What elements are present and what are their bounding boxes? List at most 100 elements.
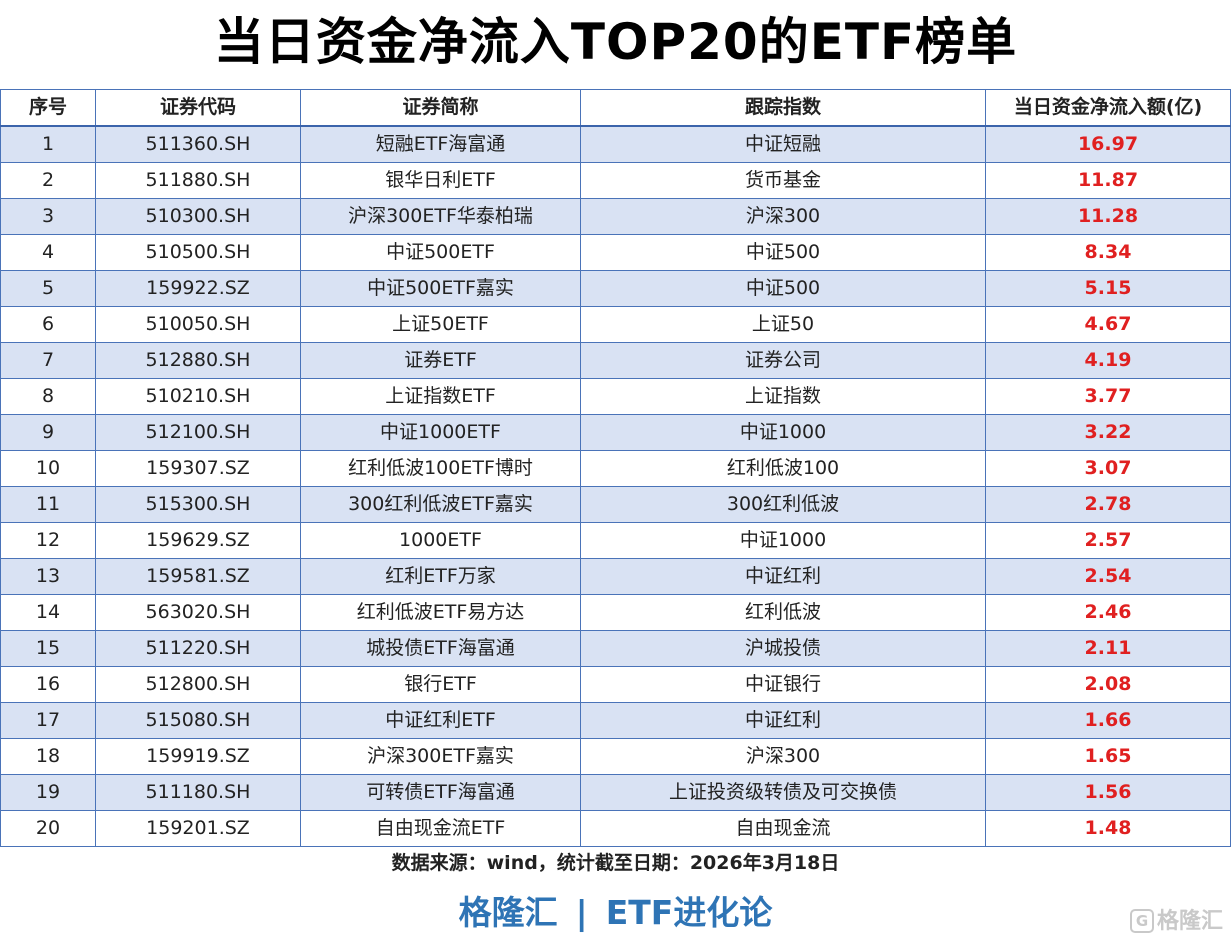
code-cell: 511360.SH (95, 125, 301, 163)
name-cell: 上证指数ETF (300, 378, 581, 415)
name-cell: 1000ETF (300, 522, 581, 559)
net-inflow-cell: 1.66 (985, 702, 1231, 739)
index-cell: 沪深300 (580, 198, 986, 235)
name-cell: 红利低波ETF易方达 (300, 594, 581, 631)
code-cell: 159581.SZ (95, 558, 301, 595)
rank-cell: 5 (0, 270, 96, 307)
net-inflow-cell: 3.07 (985, 450, 1231, 487)
net-inflow-cell: 8.34 (985, 234, 1231, 271)
table-row: 10 159307.SZ 红利低波100ETF博时 红利低波100 3.07 (0, 450, 1231, 487)
table-row: 1 511360.SH 短融ETF海富通 中证短融 16.97 (0, 125, 1231, 163)
name-cell: 300红利低波ETF嘉实 (300, 486, 581, 523)
table-row: 6 510050.SH 上证50ETF 上证50 4.67 (0, 306, 1231, 343)
name-cell: 上证50ETF (300, 306, 581, 343)
net-inflow-cell: 2.46 (985, 594, 1231, 631)
etf-ranking-table: 序号 证券代码 证券简称 跟踪指数 当日资金净流入额(亿) 1 511360.SH… (0, 89, 1231, 847)
table-row: 4 510500.SH 中证500ETF 中证500 8.34 (0, 234, 1231, 271)
table-row: 20 159201.SZ 自由现金流ETF 自由现金流 1.48 (0, 810, 1231, 847)
index-cell: 沪城投债 (580, 630, 986, 667)
rank-cell: 9 (0, 414, 96, 451)
net-inflow-cell: 1.48 (985, 810, 1231, 847)
code-cell: 563020.SH (95, 594, 301, 631)
code-cell: 159922.SZ (95, 270, 301, 307)
table-body: 1 511360.SH 短融ETF海富通 中证短融 16.97 2 511880.SH 银华日… (0, 125, 1231, 847)
rank-cell: 13 (0, 558, 96, 595)
index-cell: 红利低波 (580, 594, 986, 631)
index-cell: 中证1000 (580, 522, 986, 559)
net-inflow-cell: 4.67 (985, 306, 1231, 343)
code-cell: 159201.SZ (95, 810, 301, 847)
rank-cell: 19 (0, 774, 96, 811)
rank-cell: 4 (0, 234, 96, 271)
net-inflow-cell: 1.65 (985, 738, 1231, 775)
table-row: 19 511180.SH 可转债ETF海富通 上证投资级转债及可交换债 1.56 (0, 774, 1231, 811)
index-cell: 中证银行 (580, 666, 986, 703)
table-row: 8 510210.SH 上证指数ETF 上证指数 3.77 (0, 378, 1231, 415)
index-cell: 沪深300 (580, 738, 986, 775)
code-cell: 510300.SH (95, 198, 301, 235)
rank-cell: 8 (0, 378, 96, 415)
rank-cell: 12 (0, 522, 96, 559)
column-header-code: 证券代码 (95, 89, 301, 127)
index-cell: 中证500 (580, 234, 986, 271)
index-cell: 中证500 (580, 270, 986, 307)
name-cell: 证券ETF (300, 342, 581, 379)
code-cell: 515080.SH (95, 702, 301, 739)
table-row: 16 512800.SH 银行ETF 中证银行 2.08 (0, 666, 1231, 703)
rank-cell: 14 (0, 594, 96, 631)
column-header-name: 证券简称 (300, 89, 581, 127)
net-inflow-cell: 11.87 (985, 162, 1231, 199)
rank-cell: 15 (0, 630, 96, 667)
code-cell: 510050.SH (95, 306, 301, 343)
rank-cell: 16 (0, 666, 96, 703)
watermark: G 格隆汇 (1129, 903, 1223, 935)
rank-cell: 11 (0, 486, 96, 523)
code-cell: 512880.SH (95, 342, 301, 379)
name-cell: 红利ETF万家 (300, 558, 581, 595)
name-cell: 自由现金流ETF (300, 810, 581, 847)
brand-column-name: ETF进化论 (605, 893, 773, 932)
rank-cell: 1 (0, 125, 96, 163)
gelonghui-logo-icon: G (1129, 909, 1154, 933)
code-cell: 511880.SH (95, 162, 301, 199)
name-cell: 红利低波100ETF博时 (300, 450, 581, 487)
rank-cell: 6 (0, 306, 96, 343)
name-cell: 中证500ETF嘉实 (300, 270, 581, 307)
table-row: 17 515080.SH 中证红利ETF 中证红利 1.66 (0, 702, 1231, 739)
index-cell: 中证1000 (580, 414, 986, 451)
code-cell: 512800.SH (95, 666, 301, 703)
column-header-rank: 序号 (0, 89, 96, 127)
rank-cell: 20 (0, 810, 96, 847)
table-row: 3 510300.SH 沪深300ETF华泰柏瑞 沪深300 11.28 (0, 198, 1231, 235)
net-inflow-cell: 2.08 (985, 666, 1231, 703)
index-cell: 上证指数 (580, 378, 986, 415)
net-inflow-cell: 2.11 (985, 630, 1231, 667)
name-cell: 银行ETF (300, 666, 581, 703)
net-inflow-cell: 1.56 (985, 774, 1231, 811)
code-cell: 159307.SZ (95, 450, 301, 487)
table-row: 2 511880.SH 银华日利ETF 货币基金 11.87 (0, 162, 1231, 199)
page-title: 当日资金净流入TOP20的ETF榜单 (213, 13, 1018, 71)
code-cell: 510210.SH (95, 378, 301, 415)
code-cell: 515300.SH (95, 486, 301, 523)
rank-cell: 3 (0, 198, 96, 235)
rank-cell: 18 (0, 738, 96, 775)
name-cell: 中证500ETF (300, 234, 581, 271)
code-cell: 512100.SH (95, 414, 301, 451)
name-cell: 银华日利ETF (300, 162, 581, 199)
table-row: 12 159629.SZ 1000ETF 中证1000 2.57 (0, 522, 1231, 559)
table-row: 15 511220.SH 城投债ETF海富通 沪城投债 2.11 (0, 630, 1231, 667)
name-cell: 可转债ETF海富通 (300, 774, 581, 811)
watermark-text: 格隆汇 (1156, 909, 1223, 934)
index-cell: 上证50 (580, 306, 986, 343)
index-cell: 中证红利 (580, 702, 986, 739)
column-header-net-inflow: 当日资金净流入额(亿) (985, 89, 1231, 127)
net-inflow-cell: 3.22 (985, 414, 1231, 451)
brand-separator: | (575, 893, 588, 932)
column-header-index: 跟踪指数 (580, 89, 986, 127)
index-cell: 自由现金流 (580, 810, 986, 847)
net-inflow-cell: 4.19 (985, 342, 1231, 379)
index-cell: 中证红利 (580, 558, 986, 595)
rank-cell: 7 (0, 342, 96, 379)
code-cell: 511180.SH (95, 774, 301, 811)
